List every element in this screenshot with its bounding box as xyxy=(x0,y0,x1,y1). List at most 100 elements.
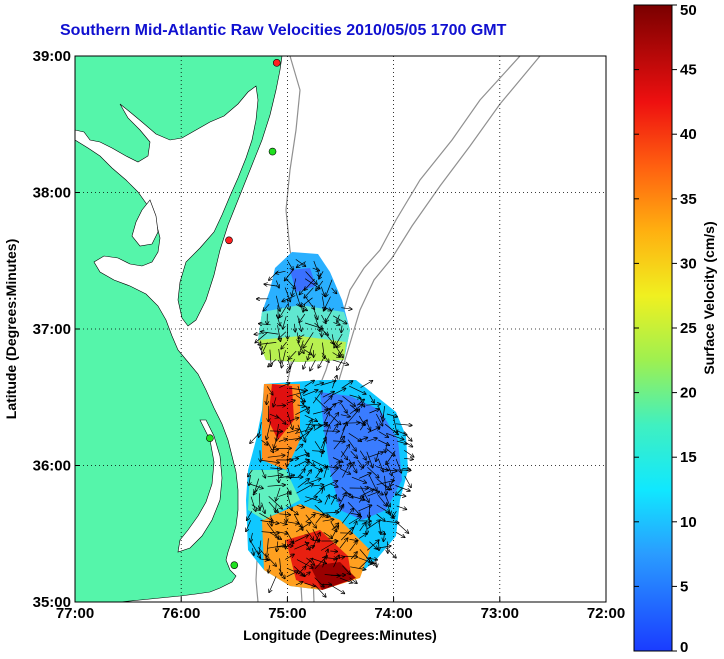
velocity-vector xyxy=(247,511,253,520)
velocity-vector xyxy=(278,439,287,442)
x-tick-labels: 77:00 76:00 75:00 74:00 73:00 72:00 xyxy=(56,605,625,622)
velocity-vector xyxy=(278,568,285,579)
velocity-vector xyxy=(259,512,273,521)
velocity-vector xyxy=(278,466,279,483)
velocity-vector xyxy=(263,303,270,311)
velocity-vector xyxy=(303,303,305,312)
velocity-vector xyxy=(301,297,313,307)
x-axis-label: Longitude (Degrees:Minutes) xyxy=(243,627,437,643)
velocity-vector xyxy=(330,495,336,505)
velocity-vector xyxy=(387,541,388,554)
velocity-vector xyxy=(299,287,306,295)
colorbar-tick-label: 15 xyxy=(680,449,697,466)
velocity-vector xyxy=(266,441,273,452)
velocity-vector xyxy=(304,287,314,298)
velocity-vector xyxy=(270,431,282,432)
velocity-vector xyxy=(304,582,315,586)
velocity-vector xyxy=(304,479,321,485)
velocity-vector xyxy=(384,469,397,471)
velocity-vector xyxy=(350,566,366,570)
colorbar-tick-label: 35 xyxy=(680,191,697,208)
velocity-vector xyxy=(324,512,339,513)
velocity-vector xyxy=(396,505,407,510)
velocity-vector xyxy=(295,523,310,533)
velocity-vector xyxy=(267,394,268,405)
velocity-vector xyxy=(276,532,288,534)
velocity-vector xyxy=(323,396,332,405)
map-layers xyxy=(75,56,541,602)
velocity-vector xyxy=(306,470,311,477)
velocity-vector xyxy=(349,385,366,394)
velocity-vector xyxy=(367,491,380,497)
velocity-vector xyxy=(342,565,350,575)
velocity-vector xyxy=(269,413,279,418)
y-tick-label: 39:00 xyxy=(33,48,71,65)
velocity-vector xyxy=(340,528,353,541)
velocity-vector xyxy=(384,484,392,490)
velocity-vector xyxy=(360,462,369,471)
velocity-vector xyxy=(275,295,280,311)
velocity-vector xyxy=(271,514,272,526)
velocity-vector xyxy=(253,485,261,494)
velocity-vector xyxy=(294,543,308,550)
station-markers xyxy=(206,59,281,569)
velocity-vector xyxy=(273,397,277,406)
velocity-vector xyxy=(329,388,346,397)
velocity-vector xyxy=(278,475,295,479)
velocity-vector xyxy=(333,441,345,442)
velocity-vector xyxy=(339,538,348,549)
velocity-vector xyxy=(378,439,389,445)
velocity-vector xyxy=(404,450,414,457)
velocity-vector xyxy=(349,577,357,584)
colorbar-tick-label: 25 xyxy=(680,320,697,337)
velocity-vector xyxy=(366,520,380,530)
velocity-vector xyxy=(284,287,290,302)
velocity-vector xyxy=(304,349,312,355)
velocity-vector xyxy=(266,522,278,538)
velocity-vector xyxy=(261,469,266,478)
velocity-vector xyxy=(379,539,380,551)
velocity-vector xyxy=(326,307,334,322)
velocity-vector xyxy=(384,493,390,507)
velocity-vector xyxy=(259,493,260,508)
velocity-vector xyxy=(314,584,326,597)
velocity-vector xyxy=(320,541,337,551)
velocity-vector xyxy=(333,436,345,450)
velocity-vector xyxy=(384,423,398,435)
velocity-vector xyxy=(333,322,340,325)
velocity-vector xyxy=(302,390,318,397)
velocity-vector xyxy=(248,469,253,477)
velocity-vector xyxy=(285,554,294,560)
velocity-vector xyxy=(299,313,306,322)
velocity-vector xyxy=(332,359,349,365)
velocity-vector xyxy=(295,582,303,586)
velocity-vector xyxy=(277,546,293,547)
velocity-vector xyxy=(329,465,341,477)
velocity-vector xyxy=(314,383,324,386)
velocity-vector xyxy=(267,475,283,477)
velocity-vector xyxy=(276,487,281,501)
colorbar-tick-label: 50 xyxy=(680,2,697,19)
velocity-vector xyxy=(297,479,309,488)
velocity-vector xyxy=(332,457,343,463)
velocity-vector xyxy=(385,432,404,439)
velocity-vector xyxy=(367,540,379,551)
velocity-vector xyxy=(303,461,309,470)
velocity-vector xyxy=(342,395,356,406)
velocity-vector xyxy=(378,458,383,472)
colorbar-tick-label: 20 xyxy=(680,385,697,402)
velocity-vector xyxy=(285,477,303,478)
velocity-vector xyxy=(349,394,361,398)
velocity-vector xyxy=(296,454,308,458)
velocity-vector xyxy=(258,342,277,344)
velocity-vector xyxy=(376,481,394,486)
velocity-vector xyxy=(285,511,286,522)
velocity-vector xyxy=(340,445,349,458)
velocity-vector xyxy=(260,520,279,524)
velocity-vector xyxy=(274,430,280,448)
velocity-vector xyxy=(297,566,306,575)
velocity-vector xyxy=(332,424,338,433)
velocity-vector xyxy=(269,558,277,566)
velocity-vector xyxy=(324,495,329,505)
velocity-vector xyxy=(366,438,377,442)
